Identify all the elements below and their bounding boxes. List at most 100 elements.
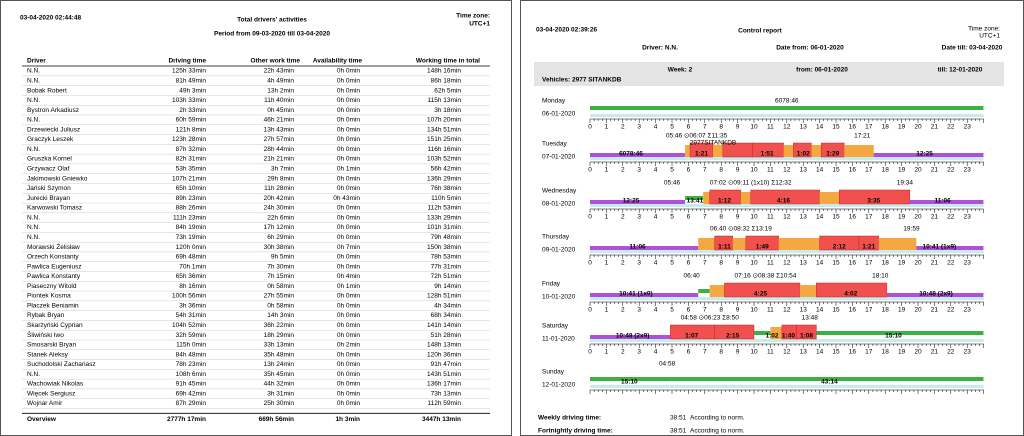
- cell: 0h 0min: [337, 381, 361, 388]
- hour-label: 12: [783, 124, 791, 131]
- timeline-label: 1:40: [782, 333, 795, 340]
- hour-label: 15: [832, 307, 840, 314]
- day-date: 11-01-2020: [542, 336, 575, 343]
- driver-name: Wachowiak Nikolas: [27, 381, 84, 388]
- cell: 68h 34min: [431, 312, 462, 319]
- day-name: Thursday: [542, 234, 570, 241]
- hour-label: 16: [849, 260, 857, 267]
- hour-label: 8: [719, 260, 723, 267]
- hour-label: 5: [670, 167, 674, 174]
- timeline-label: 1:12: [718, 198, 731, 205]
- driver-name: Piaseczny Witold: [27, 283, 77, 290]
- cell: 112h 59min: [428, 400, 462, 407]
- week-from: from: 06-01-2020: [796, 67, 848, 74]
- summary-label: Fortnightly driving time:: [538, 428, 613, 435]
- timezone: UTC+1: [979, 33, 1000, 40]
- timeline-label: 1:21: [862, 244, 875, 251]
- cell: 0h 0min: [337, 390, 361, 397]
- driver-name: Jański Szymon: [27, 185, 71, 192]
- cell: 0h 0min: [337, 263, 361, 270]
- summary-value: 38:51: [670, 415, 687, 422]
- timeline-label: 13:48: [802, 315, 819, 322]
- cell: 35h 48min: [264, 351, 295, 358]
- hour-label: 18: [882, 349, 890, 356]
- cell: 51h 28min: [431, 332, 462, 339]
- hour-label: 6: [687, 260, 691, 267]
- cell: 7h 30min: [267, 263, 294, 270]
- cell: 0h 0min: [337, 322, 361, 329]
- hour-label: 9: [736, 349, 740, 356]
- activity-avail: [698, 238, 715, 250]
- driver-name: Pawlica Konstanty: [27, 273, 81, 280]
- cell: 7h 15min: [267, 273, 294, 280]
- cell: 115h 0min: [176, 342, 206, 349]
- cell: 0h 0min: [337, 117, 361, 124]
- timeline-label: 1:29: [826, 151, 839, 158]
- activity-rest: [916, 246, 984, 250]
- timeline-label: 15:10: [621, 379, 638, 386]
- cell: 0h 0min: [337, 185, 361, 192]
- activity-drive: [590, 106, 984, 110]
- cell: 103h 33min: [172, 97, 206, 104]
- timeline-bg: [590, 114, 984, 117]
- hour-label: 13: [800, 214, 808, 221]
- cell: 69h 48min: [176, 254, 207, 261]
- driver-name: N.N.: [27, 214, 40, 221]
- cell: 4h 49min: [267, 77, 294, 84]
- driver-name: Graczyk Leszek: [27, 136, 74, 143]
- activity-avail: [709, 285, 725, 297]
- activity-drive: [698, 289, 710, 293]
- activity-avail: [783, 145, 794, 157]
- timeline-label: 1:02: [797, 151, 810, 158]
- hour-label: 17: [865, 167, 873, 174]
- timeline-label: 13:41: [687, 198, 704, 205]
- hour-label: 21: [931, 349, 939, 356]
- cell: 101h 31min: [427, 224, 461, 231]
- timeline-label: 12:25: [623, 198, 640, 205]
- hour-label: 16: [849, 167, 857, 174]
- activity-avail: [819, 192, 840, 204]
- hour-label: 0: [588, 214, 592, 221]
- hour-label: 18: [882, 124, 890, 131]
- activity-avail: [732, 238, 746, 250]
- cell: 141h 14min: [427, 322, 461, 329]
- timezone: UTC+1: [469, 21, 490, 28]
- cell: 33h 13min: [264, 342, 295, 349]
- timeline-label: 1:07: [685, 333, 698, 340]
- hour-label: 23: [964, 260, 972, 267]
- cell: 103h 52min: [427, 156, 461, 163]
- driver-name: Morawski Żelisław: [27, 242, 80, 251]
- vehicles: Vehicles: 2977 SITANKDB: [542, 77, 622, 84]
- cell: 0h 2min: [337, 342, 361, 349]
- hour-label: 18: [882, 307, 890, 314]
- cell: 76h 38min: [431, 185, 462, 192]
- timeline-label: 1:08: [800, 333, 813, 340]
- cell: 20h 42min: [264, 195, 295, 202]
- cell: 77h 31min: [431, 263, 462, 270]
- cell: 21h 21min: [264, 156, 295, 163]
- hour-label: 20: [914, 349, 922, 356]
- cell: 3h 18min: [434, 107, 461, 114]
- driver-name: N.N.: [27, 371, 40, 378]
- cell: 0h 0min: [337, 234, 361, 241]
- hour-label: 21: [931, 124, 939, 131]
- cell: 44h 32min: [264, 381, 295, 388]
- driver-name: Wojnar Amir: [27, 400, 63, 407]
- hour-label: 22: [947, 167, 955, 174]
- activity-rest: [590, 246, 699, 250]
- hour-label: 5: [670, 214, 674, 221]
- timeline-label: 1:51: [761, 151, 774, 158]
- hour-label: 6: [687, 124, 691, 131]
- cell: 32h 59min: [176, 332, 207, 339]
- hour-label: 11: [767, 349, 774, 356]
- cell: 133h 29min: [427, 214, 461, 221]
- cell: 136h 29min: [427, 175, 461, 182]
- hour-label: 2: [621, 214, 625, 221]
- hour-label: 9: [736, 167, 740, 174]
- driver-name: N.N.: [27, 97, 40, 104]
- cell: 0h 0min: [337, 351, 361, 358]
- cell: 49h 3min: [179, 87, 206, 94]
- timeline-label: 4:02: [844, 291, 857, 298]
- hour-label: 15: [832, 349, 840, 356]
- hour-label: 1: [605, 307, 609, 314]
